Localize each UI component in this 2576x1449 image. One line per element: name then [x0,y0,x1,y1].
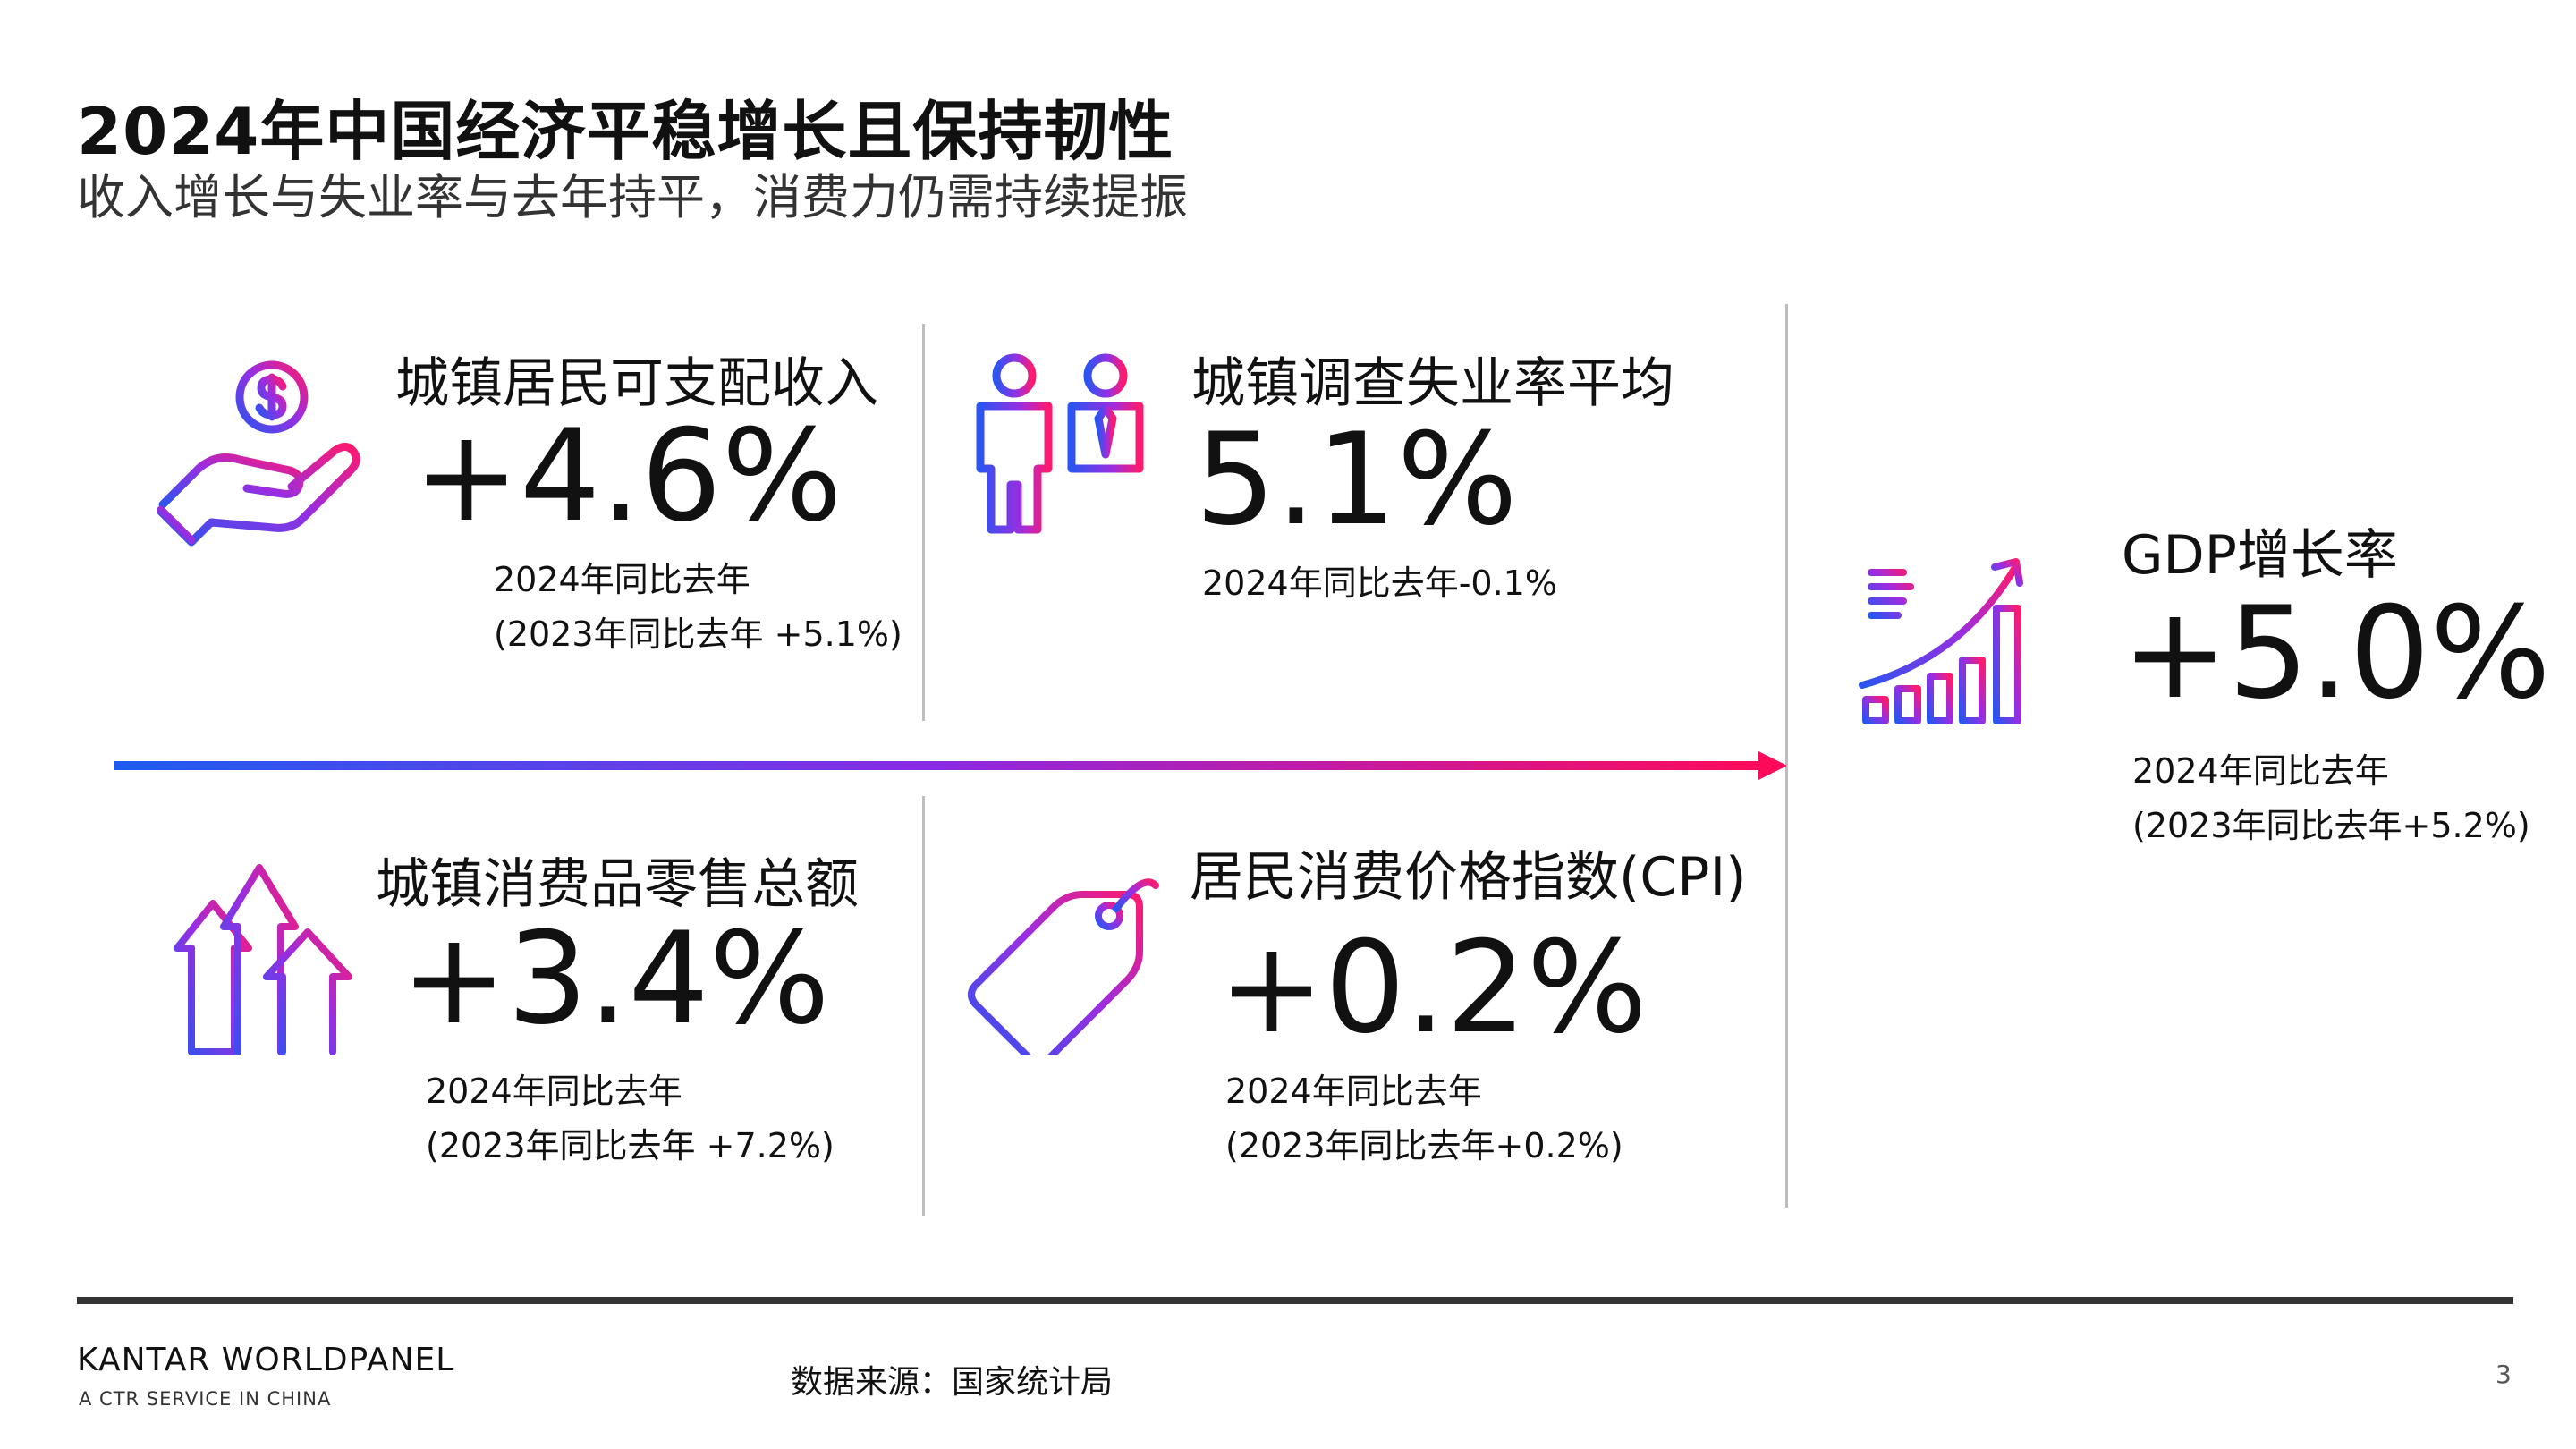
footer-divider [77,1297,2513,1304]
divider-top-middle [922,324,925,721]
retail-note-line2: (2023年同比去年 +7.2%) [426,1125,835,1165]
timeline-arrow-icon [114,751,1787,780]
cpi-value: +0.2% [1218,914,1648,1062]
retail-value: +3.4% [401,905,830,1053]
retail-note: 2024年同比去年 (2023年同比去年 +7.2%) [426,1064,835,1174]
brand-tagline: A CTR SERVICE IN CHINA [79,1388,332,1410]
divider-right [1785,304,1788,1208]
income-note-line1: 2024年同比去年 [494,560,750,599]
page-number: 3 [2496,1360,2512,1389]
unemployment-value: 5.1% [1195,406,1518,554]
gdp-value: +5.0% [2122,580,2551,727]
workers-icon [976,353,1155,534]
growth-chart-icon [1853,558,2043,733]
cpi-note: 2024年同比去年 (2023年同比去年+0.2%) [1225,1064,1623,1174]
retail-note-line1: 2024年同比去年 [426,1072,682,1111]
gdp-label: GDP增长率 [2122,524,2398,587]
up-arrows-icon [174,864,352,1055]
data-source: 数据来源：国家统计局 [791,1364,1114,1401]
income-label: 城镇居民可支配收入 [395,352,878,415]
income-note-line2: (2023年同比去年 +5.1%) [494,614,902,654]
page-subtitle: 收入增长与失业率与去年持平，消费力仍需持续提振 [77,169,1188,225]
gdp-note-line2: (2023年同比去年+5.2%) [2132,805,2530,845]
gdp-note-line1: 2024年同比去年 [2132,751,2389,791]
cpi-label: 居民消费价格指数(CPI) [1190,846,1747,909]
unemployment-note: 2024年同比去年-0.1% [1202,556,1557,611]
brand-logo: KANTAR WORLDPANEL [77,1342,455,1378]
cpi-note-line1: 2024年同比去年 [1225,1072,1482,1111]
price-tag-icon [968,878,1159,1055]
retail-label: 城镇消费品零售总额 [376,853,859,916]
unemployment-label: 城镇调查失业率平均 [1191,352,1674,415]
gdp-note: 2024年同比去年 (2023年同比去年+5.2%) [2132,744,2530,853]
unemployment-note-line1: 2024年同比去年-0.1% [1202,564,1557,603]
income-value: +4.6% [413,402,843,550]
page-title: 2024年中国经济平稳增长且保持韧性 [77,94,1174,169]
income-note: 2024年同比去年 (2023年同比去年 +5.1%) [494,553,902,662]
hand-coin-icon [157,360,360,547]
cpi-note-line2: (2023年同比去年+0.2%) [1225,1125,1623,1165]
divider-bottom-middle [922,796,925,1216]
